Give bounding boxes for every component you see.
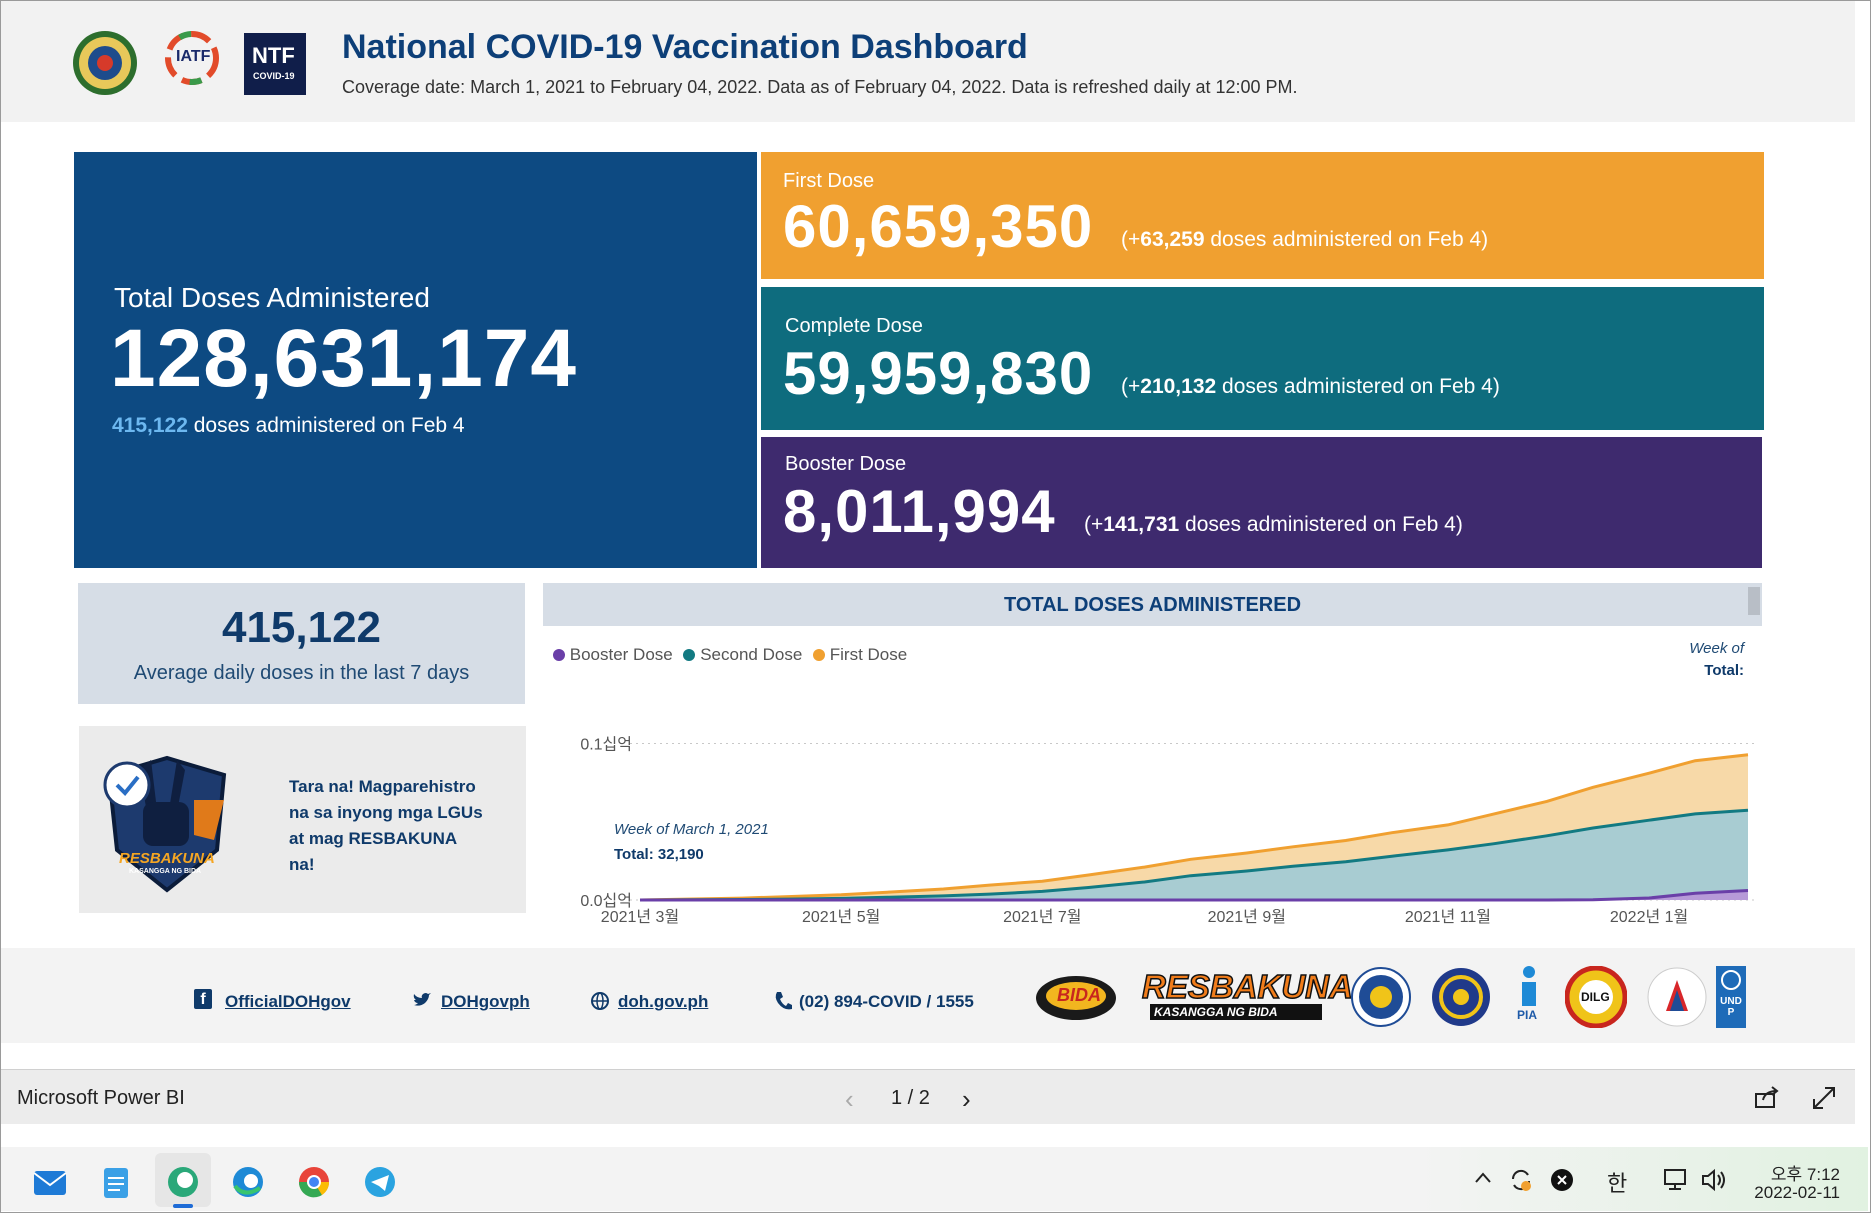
tooltip-week-end: Week of Total: (1480, 640, 1744, 679)
network-icon[interactable] (1662, 1167, 1690, 1193)
first-dose-value: 60,659,350 (783, 193, 1094, 260)
footer-bar (1, 948, 1855, 1043)
resbakuna-promo[interactable]: RESBAKUNA KASANGGA NG BIDA Tara na! Magp… (79, 726, 526, 913)
legend-second[interactable]: Second Dose (683, 645, 802, 664)
resbakuna-text: Tara na! Magparehistro na sa inyong mga … (289, 777, 483, 874)
average-daily-card: 415,122 Average daily doses in the last … (78, 583, 525, 704)
iatf-logo: IATF (158, 30, 228, 96)
x-tick-label: 2021년 7월 (1003, 908, 1081, 926)
line-first-dose (639, 753, 1749, 902)
first-dose-label: First Dose (783, 170, 875, 192)
twitter-icon (413, 992, 431, 1008)
website-link[interactable]: doh.gov.ph (618, 992, 709, 1011)
complete-dose-tile[interactable]: Complete Dose 59,959,830 (+210,132 doses… (761, 287, 1764, 430)
first-dose-daily: (+63,259 doses administered on Feb 4) (1121, 228, 1489, 251)
tooltip-start-total: Total: 32,190 (614, 846, 704, 863)
coverage-subtitle: Coverage date: March 1, 2021 to February… (342, 77, 1298, 97)
y-tick-label: 0.1십억 (580, 735, 632, 753)
chart-scrollbar[interactable] (1748, 587, 1760, 615)
clock-date[interactable]: 2022-02-11 (1754, 1183, 1840, 1202)
globe-icon (591, 992, 609, 1010)
resbakuna-footer-logo: RESBAKUNA KASANGGA NG BIDA (1141, 967, 1354, 1020)
pco-seal-logo (1430, 966, 1492, 1028)
page-indicator: 1 / 2 (891, 1087, 930, 1109)
volume-icon[interactable] (1700, 1167, 1728, 1193)
telegram-icon[interactable] (362, 1164, 398, 1200)
complete-dose-label: Complete Dose (785, 315, 923, 337)
ntf-logo: NTF COVID-19 (244, 33, 306, 95)
active-app-indicator (173, 1204, 193, 1208)
booster-dose-value: 8,011,994 (783, 478, 1056, 545)
total-doses-tile[interactable]: Total Doses Administered 128,631,174 415… (74, 152, 757, 568)
booster-dose-daily: (+141,731 doses administered on Feb 4) (1084, 513, 1463, 536)
powerbi-bar (1, 1069, 1855, 1124)
average-value: 415,122 (221, 603, 382, 652)
x-tick-label: 2021년 11월 (1405, 908, 1491, 926)
pia-logo: PIA (1514, 966, 1544, 1026)
sync-icon[interactable] (1508, 1167, 1534, 1193)
hotline-text: (02) 894-COVID / 1555 (799, 992, 974, 1011)
total-doses-daily: 415,122 doses administered on Feb 4 (112, 414, 465, 437)
x-tick-label: 2022년 1월 (1610, 908, 1688, 926)
complete-dose-value: 59,959,830 (783, 340, 1094, 407)
phone-icon (774, 991, 792, 1011)
tooltip-week-start: Week of March 1, 2021 Total: 32,190 (614, 821, 769, 863)
chart-legend: Booster Dose Second Dose First Dose (553, 645, 907, 665)
close-circle-icon[interactable] (1550, 1168, 1574, 1192)
legend-booster[interactable]: Booster Dose (553, 645, 673, 664)
legend-first[interactable]: First Dose (813, 645, 907, 664)
tooltip-start-label: Week of March 1, 2021 (614, 821, 769, 838)
chart-header: TOTAL DOSES ADMINISTERED (543, 583, 1762, 626)
tooltip-total-label: Total: (1704, 662, 1744, 679)
edge-beta-icon[interactable] (165, 1164, 201, 1200)
edge-icon[interactable] (230, 1164, 266, 1200)
ime-indicator[interactable]: 한 (1607, 1171, 1628, 1196)
share-icon[interactable] (1753, 1085, 1781, 1111)
next-page-button[interactable]: › (962, 1084, 971, 1114)
clock-time[interactable]: 오후 7:12 (1770, 1165, 1840, 1184)
doh-seal-logo (70, 30, 140, 96)
first-dose-tile[interactable]: First Dose 60,659,350 (+63,259 doses adm… (761, 152, 1764, 279)
area-second-dose (640, 810, 1748, 900)
bida-logo: BIDA (1034, 972, 1118, 1024)
chrome-icon[interactable] (296, 1164, 332, 1200)
powerbi-brand[interactable]: Microsoft Power BI (17, 1087, 185, 1109)
facebook-icon: f (194, 989, 212, 1009)
undp-logo: UNDP (1716, 966, 1746, 1028)
dashboard-header (1, 1, 1855, 122)
twitter-link[interactable]: DOHgovph (441, 992, 530, 1011)
booster-dose-tile[interactable]: Booster Dose 8,011,994 (+141,731 doses a… (761, 437, 1762, 568)
fullscreen-icon[interactable] (1811, 1085, 1839, 1111)
mail-icon[interactable] (32, 1164, 68, 1200)
dilg-logo: DILG (1564, 965, 1628, 1029)
complete-dose-daily: (+210,132 doses administered on Feb 4) (1121, 375, 1500, 398)
facebook-link[interactable]: OfficialDOHgov (225, 992, 351, 1011)
total-doses-label: Total Doses Administered (114, 282, 430, 313)
page-title: National COVID-19 Vaccination Dashboard (342, 28, 1028, 66)
x-tick-label: 2021년 9월 (1208, 908, 1286, 926)
line-booster-dose (640, 889, 1749, 902)
notepad-icon[interactable] (98, 1164, 134, 1200)
x-tick-label: 2021년 3월 (601, 908, 679, 926)
chevron-up-icon[interactable] (1473, 1170, 1493, 1186)
chart-title: TOTAL DOSES ADMINISTERED (1003, 594, 1302, 616)
tooltip-week-label: Week of (1689, 640, 1744, 657)
x-tick-label: 2021년 5월 (802, 908, 880, 926)
legend-swatch-booster (553, 649, 565, 661)
average-label: Average daily doses in the last 7 days (133, 662, 470, 684)
legend-swatch-second (683, 649, 696, 661)
prev-page-button[interactable]: ‹ (845, 1084, 854, 1114)
presidential-seal-logo (1350, 966, 1412, 1028)
total-doses-value: 128,631,174 (110, 313, 578, 404)
booster-dose-label: Booster Dose (785, 453, 907, 475)
resbakuna-badge-logo: RESBAKUNA KASANGGA NG BIDA (99, 740, 234, 900)
total-doses-area-chart[interactable]: 0.0십억 0.1십억 2021년 3월 2021년 5월 2021년 7월 2021년 … (540, 700, 1770, 930)
legend-swatch-first (813, 649, 826, 661)
y-tick-label: 0.0십억 (580, 892, 632, 910)
agency-seal-logo (1646, 966, 1708, 1028)
taskbar-tray-highlight (1420, 1147, 1868, 1211)
